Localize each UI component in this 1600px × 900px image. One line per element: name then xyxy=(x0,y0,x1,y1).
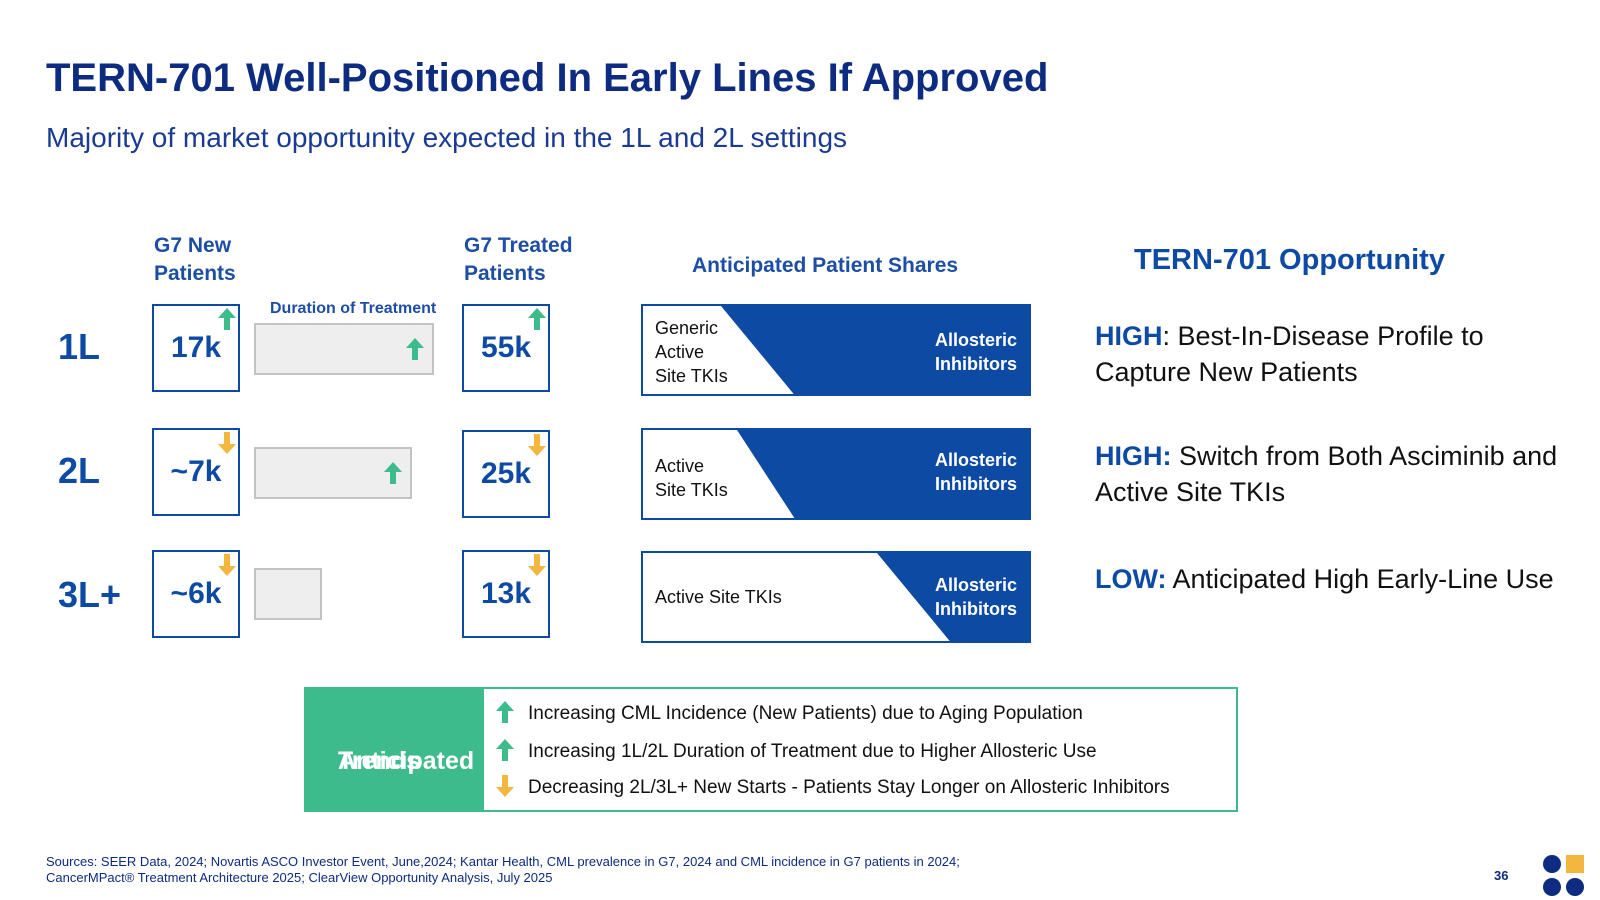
share-bar-1l: Generic Active Site TKIs Allosteric Inhi… xyxy=(641,304,1031,396)
new-patients-1l: 17k xyxy=(152,304,240,392)
opportunity-3l: LOW: Anticipated High Early-Line Use xyxy=(1095,564,1554,594)
new-patients-2l: ~7k xyxy=(152,428,240,516)
trend-item: Increasing 1L/2L Duration of Treatment d… xyxy=(496,739,1097,763)
share-allosteric-label: Allosteric Inhibitors xyxy=(934,330,1017,374)
share-bar-3l: Active Site TKIs Allosteric Inhibitors xyxy=(641,551,1031,643)
share-generic-label: Generic Active Site TKIs xyxy=(655,318,728,386)
page-number: 36 xyxy=(1494,868,1509,883)
treated-patients-1l: 55k xyxy=(462,304,550,392)
arrow-down-icon xyxy=(496,775,514,797)
arrow-down-icon xyxy=(528,434,546,456)
duration-bar-1l xyxy=(254,323,434,375)
share-generic-label: Active Site TKIs xyxy=(655,587,782,607)
share-allosteric-label: Allosteric Inhibitors xyxy=(934,450,1017,494)
row-label-2l: 2L xyxy=(58,450,101,491)
treated-patients-3l: 13k xyxy=(462,550,550,638)
page-subtitle: Majority of market opportunity expected … xyxy=(46,122,848,153)
arrow-down-icon xyxy=(528,554,546,576)
new-patients-3l: ~6k xyxy=(152,550,240,638)
arrow-down-icon xyxy=(218,554,236,576)
share-allosteric-shape xyxy=(721,306,1029,394)
header-new-patients: G7 New Patients xyxy=(154,234,236,285)
treated-patients-2l: 25k xyxy=(462,430,550,518)
duration-bar-3l xyxy=(254,568,322,620)
share-bar-2l: Active Site TKIs Allosteric Inhibitors xyxy=(641,428,1031,520)
trends-box: Anticipated Trends Increasing CML Incide… xyxy=(304,687,1238,812)
arrow-down-icon xyxy=(218,432,236,454)
arrow-up-icon xyxy=(406,338,424,360)
page-title: TERN-701 Well-Positioned In Early Lines … xyxy=(46,56,1049,100)
trends-label: Anticipated Trends xyxy=(306,689,484,810)
header-shares: Anticipated Patient Shares xyxy=(692,254,959,277)
header-opportunity: TERN-701 Opportunity xyxy=(1134,244,1445,276)
arrow-up-icon xyxy=(384,462,402,484)
header-duration: Duration of Treatment xyxy=(270,300,437,317)
header-treated-patients: G7 Treated Patients xyxy=(464,234,573,285)
share-allosteric-shape xyxy=(877,553,1029,641)
sources-footnote: Sources: SEER Data, 2024; Novartis ASCO … xyxy=(46,854,960,885)
opportunity-2l: HIGH: Switch from Both Asciminib and Act… xyxy=(1095,441,1558,507)
arrow-up-icon xyxy=(528,308,546,330)
row-label-1l: 1L xyxy=(58,326,101,367)
trend-item: Increasing CML Incidence (New Patients) … xyxy=(496,701,1083,725)
opportunity-1l: HIGH: Best-In-Disease Profile to Capture… xyxy=(1095,321,1484,387)
share-generic-label: Active Site TKIs xyxy=(655,456,728,500)
trend-item: Decreasing 2L/3L+ New Starts - Patients … xyxy=(496,775,1170,799)
arrow-up-icon xyxy=(496,701,514,723)
arrow-up-icon xyxy=(218,308,236,330)
arrow-up-icon xyxy=(496,739,514,761)
duration-bar-2l xyxy=(254,447,412,499)
share-allosteric-label: Allosteric Inhibitors xyxy=(934,575,1017,619)
row-label-3l: 3L+ xyxy=(58,574,122,615)
company-logo-icon xyxy=(1543,855,1584,896)
share-allosteric-shape xyxy=(737,430,1029,518)
